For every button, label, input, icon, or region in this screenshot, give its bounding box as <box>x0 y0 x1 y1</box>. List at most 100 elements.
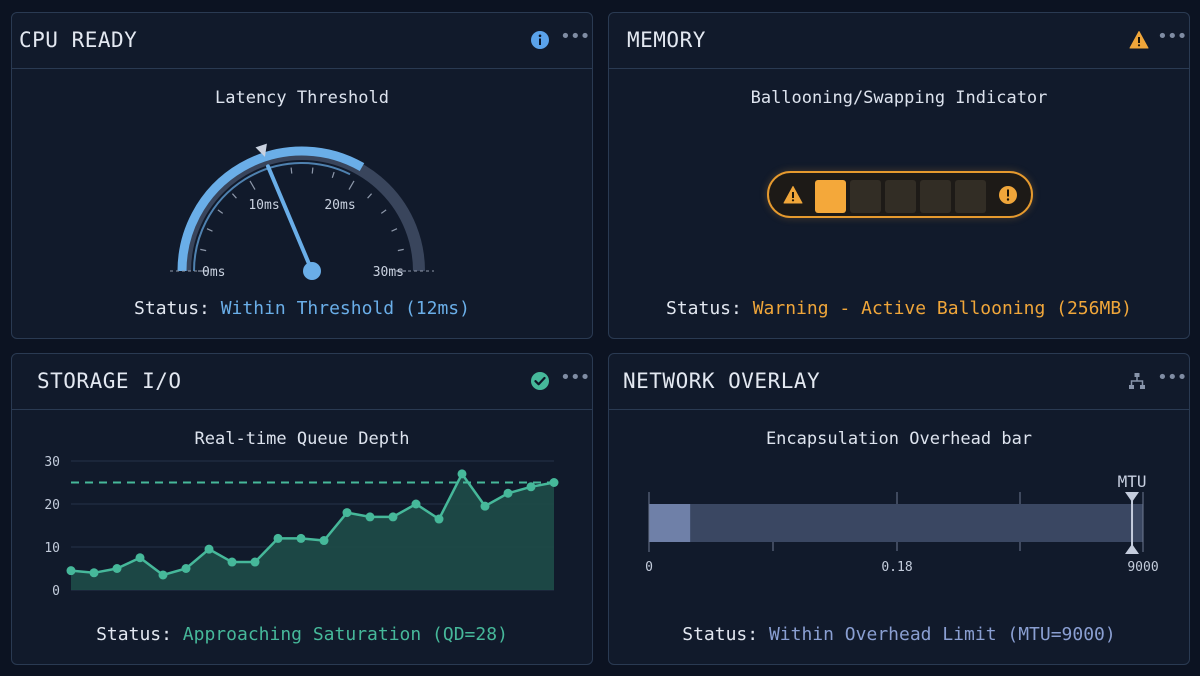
network-panel-header: NETWORK OVERLAY ••• <box>609 354 1189 410</box>
data-point <box>388 512 398 522</box>
alert-circle-icon <box>999 186 1017 204</box>
memory-subtitle: Ballooning/Swapping Indicator <box>750 88 1048 108</box>
storage-status: Status: Approaching Saturation (QD=28) <box>12 624 592 645</box>
gauge-tick <box>200 248 207 252</box>
gauge-tick <box>380 209 387 214</box>
storage-io-panel: STORAGE I/O ••• Real-time Queue Depth 0 1… <box>11 353 593 665</box>
gauge-tick-label: 30ms <box>373 265 404 280</box>
data-point <box>296 533 306 543</box>
network-panel-title: NETWORK OVERLAY <box>623 369 821 393</box>
y-tick-label: 20 <box>44 498 60 513</box>
gauge-tick <box>217 209 224 214</box>
more-options-icon[interactable]: ••• <box>560 367 590 388</box>
cpu-status-value: Within Threshold (12ms) <box>220 298 470 319</box>
data-point <box>549 478 559 487</box>
mtu-label: MTU <box>1118 472 1147 491</box>
storage-status-value: Approaching Saturation (QD=28) <box>182 624 508 645</box>
data-point <box>526 482 536 492</box>
gauge-tick <box>397 248 404 252</box>
gauge-tick <box>231 193 237 199</box>
data-point <box>434 514 444 524</box>
storage-panel-title: STORAGE I/O <box>37 369 182 393</box>
gauge-tick <box>249 180 256 190</box>
gauge-inner-arc <box>193 162 351 272</box>
memory-panel-header: MEMORY ••• <box>609 13 1189 69</box>
data-point <box>112 564 122 573</box>
y-tick-label: 30 <box>44 455 60 470</box>
memory-status-label: Status: <box>666 298 742 319</box>
data-point <box>503 488 513 498</box>
data-point <box>204 544 214 554</box>
data-point <box>273 533 283 543</box>
cpu-status: Status: Within Threshold (12ms) <box>12 298 592 319</box>
bar-max-label: 9000 <box>1127 560 1158 572</box>
indicator-segment <box>850 180 881 213</box>
indicator-segment <box>885 180 916 213</box>
gauge-tick <box>331 171 335 178</box>
gauge-tick <box>311 167 314 174</box>
gauge-tick <box>206 228 213 232</box>
queue-depth-line <box>70 471 555 577</box>
overhead-bar-ticks <box>648 492 1144 552</box>
gauge-tick-label: 20ms <box>324 198 355 213</box>
more-options-icon[interactable]: ••• <box>1157 367 1187 388</box>
latency-gauge: 0ms 10ms 20ms 30ms <box>170 143 434 280</box>
indicator-segment <box>955 180 986 213</box>
cpu-ready-panel: CPU READY ••• Latency Threshold 0ms 10ms 2… <box>11 12 593 339</box>
data-point <box>227 557 237 567</box>
data-point <box>66 566 76 576</box>
bar-mid-label: 0.18 <box>881 560 912 572</box>
network-overlay-panel: NETWORK OVERLAY ••• Encapsulation Overhe… <box>608 353 1190 665</box>
data-point <box>411 499 421 509</box>
indicator-segment <box>920 180 951 213</box>
network-topology-icon[interactable] <box>1127 371 1147 391</box>
data-point <box>342 508 352 518</box>
gauge-active-arc <box>177 146 365 272</box>
queue-depth-chart: 0 10 20 30 <box>44 455 559 599</box>
data-point <box>158 570 168 580</box>
y-tick-label: 10 <box>44 541 60 556</box>
cpu-panel-title: CPU READY <box>19 28 138 52</box>
queue-depth-area <box>71 473 554 590</box>
data-point <box>457 469 467 479</box>
data-point <box>365 512 375 522</box>
warning-icon[interactable] <box>1129 30 1149 50</box>
cpu-panel-header: CPU READY ••• <box>12 13 592 69</box>
gauge-tick-label: 0ms <box>202 265 225 280</box>
warning-icon <box>783 186 803 204</box>
memory-panel-title: MEMORY <box>627 28 706 52</box>
cpu-status-label: Status: <box>134 298 210 319</box>
overhead-bar-fill <box>649 504 691 542</box>
data-point <box>250 557 260 567</box>
gauge-tick <box>348 180 355 190</box>
network-status-value: Within Overhead Limit (MTU=9000) <box>768 624 1116 645</box>
storage-status-label: Status: <box>96 624 172 645</box>
encapsulation-overhead-bar: MTU 0 0.18 9000 <box>645 472 1159 572</box>
memory-status: Status: Warning - Active Ballooning (256… <box>609 298 1189 319</box>
gauge-tick <box>391 228 398 232</box>
storage-subtitle: Real-time Queue Depth <box>194 429 410 449</box>
gauge-tick-label: 10ms <box>248 198 279 213</box>
threshold-marker <box>255 143 267 157</box>
storage-panel-header: STORAGE I/O ••• <box>12 354 592 410</box>
cpu-subtitle: Latency Threshold <box>215 88 389 108</box>
info-icon[interactable] <box>530 30 550 50</box>
gauge-needle <box>266 164 314 273</box>
mtu-marker: MTU <box>1118 472 1147 554</box>
check-circle-icon[interactable] <box>530 371 550 391</box>
data-point <box>319 536 329 546</box>
memory-status-value: Warning - Active Ballooning (256MB) <box>752 298 1132 319</box>
network-status-label: Status: <box>682 624 759 645</box>
data-point <box>89 568 99 578</box>
y-tick-label: 0 <box>52 584 60 599</box>
memory-panel: MEMORY ••• Ballooning/Swapping Indicator… <box>608 12 1190 339</box>
gauge-tick <box>290 167 293 174</box>
data-point <box>135 553 145 563</box>
more-options-icon[interactable]: ••• <box>560 26 590 47</box>
more-options-icon[interactable]: ••• <box>1157 26 1187 47</box>
data-point <box>480 501 490 511</box>
network-subtitle: Encapsulation Overhead bar <box>765 429 1033 449</box>
gauge-needle-hub <box>303 262 321 280</box>
indicator-segment-active <box>815 180 846 213</box>
gauge-tick <box>367 193 373 199</box>
